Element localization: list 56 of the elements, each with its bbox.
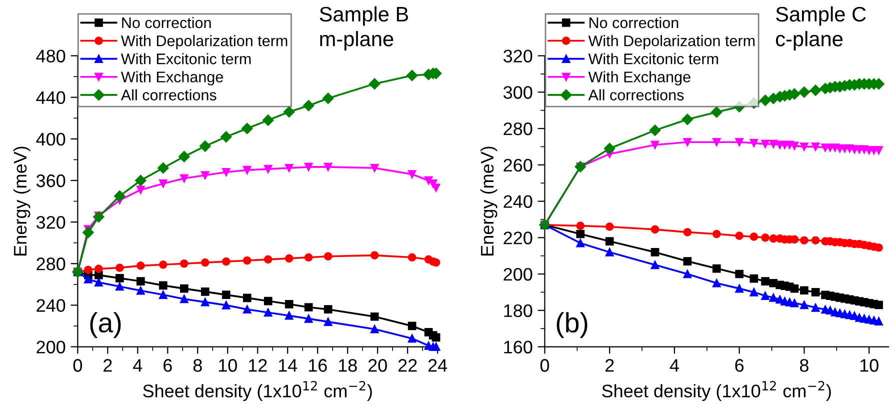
y-tick-label: 440 <box>36 91 66 104</box>
text: Sample B <box>320 6 408 26</box>
x-tick-label: 16 <box>308 359 327 372</box>
x-tick-label: 8 <box>193 359 202 372</box>
x-tick-label: 24 <box>428 359 448 372</box>
x-tick-label: 0 <box>540 359 550 372</box>
y-axis-title: Energy (meV) <box>480 146 498 256</box>
y-tick-label: 220 <box>504 232 532 244</box>
text: m-plane <box>320 31 394 50</box>
text: c-plane <box>776 31 842 50</box>
y-tick-label: 280 <box>504 122 532 136</box>
y-axis-title: Energy (meV) <box>13 146 30 256</box>
x-tick-label: 0 <box>73 359 82 372</box>
legend-label: All corrections <box>120 89 216 100</box>
x-tick-label: 20 <box>368 359 387 372</box>
x-tick-label: 10 <box>860 359 878 372</box>
y-tick-label: 260 <box>504 158 532 172</box>
y-tick-label: 240 <box>36 299 66 312</box>
annotation: (b) <box>556 312 588 338</box>
x-tick-label: 8 <box>800 359 808 372</box>
y-tick-label: 400 <box>36 132 66 146</box>
x-tick-label: 10 <box>218 359 237 372</box>
x-tick-label: 2 <box>605 359 614 372</box>
x-tick-label: 4 <box>133 359 142 372</box>
legend-label: With Excitonic term <box>120 53 251 64</box>
legend-label: With Exchange <box>120 71 223 86</box>
legend-label: With Exchange <box>588 71 690 86</box>
y-tick-label: 180 <box>504 304 532 318</box>
y-tick-label: 160 <box>504 340 532 354</box>
legend-label: No correction <box>122 16 211 28</box>
text: Sample C <box>776 6 866 26</box>
legend-label: No correction <box>590 16 678 28</box>
x-tick-label: 12 <box>248 359 267 372</box>
x-tick-label: 18 <box>338 359 357 372</box>
x-tick-label: 2 <box>104 359 112 372</box>
y-tick-label: 320 <box>36 216 66 229</box>
x-tick-label: 6 <box>735 359 744 372</box>
annotation: (a) <box>90 312 121 338</box>
x-tick-label: 22 <box>398 359 417 372</box>
legend-label: With Depolarization term <box>588 35 755 50</box>
x-axis-title: Sheet density (1x10$^{12}$ cm$^{−2}$) <box>143 380 372 401</box>
legend-label: All corrections <box>588 89 684 100</box>
y-tick-label: 480 <box>36 50 66 62</box>
y-tick-label: 240 <box>504 195 532 208</box>
legend-label: With Excitonic term <box>588 53 718 64</box>
y-tick-label: 320 <box>503 50 532 62</box>
y-tick-label: 300 <box>503 86 532 99</box>
x-tick-label: 4 <box>670 359 679 372</box>
x-axis-title: Sheet density (1x10$^{12}$ cm$^{−2}$) <box>602 380 831 401</box>
y-tick-label: 200 <box>504 268 532 281</box>
x-tick-label: 14 <box>278 359 298 372</box>
y-tick-label: 200 <box>36 340 66 354</box>
x-tick-label: 6 <box>164 359 172 372</box>
y-tick-label: 360 <box>36 174 66 188</box>
y-tick-label: 280 <box>36 258 66 270</box>
legend-label: With Depolarization term <box>120 35 288 50</box>
